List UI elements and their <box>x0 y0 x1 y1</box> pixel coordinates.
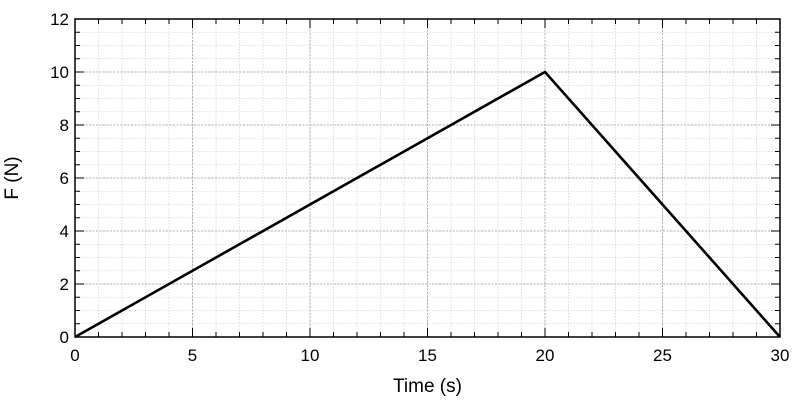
y-tick-label: 6 <box>60 169 69 188</box>
x-tick-label: 5 <box>188 346 197 365</box>
x-tick-labels: 0 5 10 15 20 25 30 <box>70 346 789 365</box>
x-tick-label: 10 <box>301 346 320 365</box>
y-tick-labels: 0 2 4 6 8 10 12 <box>50 10 69 347</box>
axis-ticks <box>74 18 781 338</box>
x-tick-label: 15 <box>418 346 437 365</box>
y-axis-title: F (N) <box>2 156 23 199</box>
y-tick-label: 2 <box>60 275 69 294</box>
y-tick-label: 0 <box>60 328 69 347</box>
y-tick-label: 4 <box>60 222 69 241</box>
x-axis-title: Time (s) <box>393 376 462 397</box>
y-tick-label: 10 <box>50 63 69 82</box>
x-tick-label: 25 <box>653 346 672 365</box>
major-grid <box>74 18 781 338</box>
x-tick-label: 20 <box>536 346 555 365</box>
y-tick-label: 12 <box>50 10 69 29</box>
x-tick-label: 0 <box>70 346 79 365</box>
y-tick-label: 8 <box>60 116 69 135</box>
x-tick-label: 30 <box>771 346 790 365</box>
